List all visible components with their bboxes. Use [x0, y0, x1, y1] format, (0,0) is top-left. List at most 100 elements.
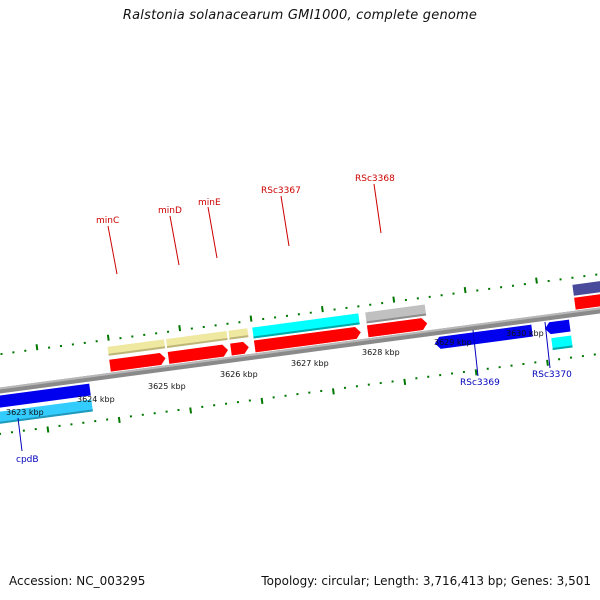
gene-minE-annotation-shade	[229, 335, 249, 340]
minor-tick	[428, 295, 431, 298]
minor-tick	[58, 424, 61, 428]
minor-tick	[345, 306, 348, 310]
gene-minC-annotation[interactable]	[107, 339, 166, 356]
minor-tick	[284, 394, 287, 397]
gene-RSc3367-annotation[interactable]	[252, 313, 360, 339]
map-title: Ralstonia solanacearum GMI1000, complete…	[122, 8, 478, 23]
minor-tick	[569, 356, 573, 359]
major-tick	[189, 407, 193, 414]
minor-tick	[59, 344, 63, 348]
minor-tick	[427, 375, 430, 378]
gene-RSc3371-cds[interactable]	[574, 292, 600, 310]
minor-tick	[404, 298, 408, 302]
minor-tick	[510, 364, 513, 367]
minor-tick	[476, 289, 479, 292]
minor-tick	[70, 423, 73, 426]
gene-label-minE[interactable]: minE	[198, 198, 221, 208]
minor-tick	[236, 400, 240, 404]
minor-tick	[308, 391, 311, 394]
minor-tick	[83, 341, 86, 344]
major-tick	[463, 286, 467, 294]
minor-tick	[141, 413, 144, 416]
minor-tick	[82, 421, 85, 424]
minor-tick	[272, 396, 275, 399]
minor-tick	[143, 333, 146, 337]
gene-label-RSc3367[interactable]: RSc3367	[261, 186, 301, 196]
minor-tick	[499, 286, 503, 289]
major-tick	[106, 334, 110, 341]
major-tick	[249, 315, 253, 322]
gene-RSc3370-annotation-shade	[552, 345, 573, 351]
gene-RSc3368-annotation[interactable]	[365, 304, 427, 324]
minor-tick	[213, 404, 216, 407]
ruler-tick-label: 3626 kbp	[220, 370, 258, 379]
gene-RSc3368-annotation-shade	[366, 313, 427, 324]
gene-RSc3369-cds[interactable]	[434, 324, 533, 350]
minor-tick	[450, 372, 454, 375]
minor-tick	[226, 322, 229, 325]
minor-tick	[381, 302, 384, 305]
leader-line-RSc3368	[373, 183, 382, 234]
minor-tick	[202, 325, 205, 329]
accession-text: Accession: NC_003295	[9, 574, 146, 588]
minor-tick	[95, 340, 98, 343]
reverse-gene-labels: RSc3369 RSc3370 cpdB	[16, 321, 572, 465]
major-tick	[546, 359, 549, 366]
gene-label-minD[interactable]: minD	[158, 206, 182, 216]
major-tick	[392, 296, 396, 303]
gene-RSc3367-cds[interactable]	[253, 326, 362, 353]
minor-tick	[523, 282, 526, 286]
minor-tick	[486, 367, 489, 370]
major-tick	[46, 426, 50, 433]
minor-tick	[129, 415, 133, 418]
minor-tick	[488, 287, 491, 291]
ruler-tick-label: 3630 kbp	[506, 329, 544, 338]
minor-tick	[452, 292, 455, 295]
minor-tick	[369, 303, 372, 306]
forward-gene-labels: minC minD minE RSc3367 RSc3368	[96, 174, 395, 275]
gene-minD-cds[interactable]	[167, 344, 229, 364]
minor-tick	[357, 305, 360, 308]
topology-text: Topology: circular; Length: 3,716,413 bp…	[261, 574, 591, 588]
gene-label-minC[interactable]: minC	[96, 216, 119, 226]
gene-minC-cds[interactable]	[109, 352, 166, 372]
gene-RSc3371-annotation[interactable]	[572, 279, 600, 296]
leader-line-minC	[107, 225, 118, 275]
genome-backbone-highlight	[0, 298, 600, 394]
gene-RSc3368-cds[interactable]	[366, 317, 428, 338]
minor-tick	[296, 393, 299, 396]
gene-cpdB-annotation[interactable]	[0, 399, 93, 428]
minor-tick	[166, 330, 170, 333]
minor-tick	[248, 399, 251, 402]
minor-tick	[0, 352, 3, 356]
gene-label-RSc3368[interactable]: RSc3368	[355, 174, 395, 184]
leader-line-RSc3367	[280, 195, 290, 247]
minor-tick	[131, 335, 134, 338]
minor-tick	[593, 353, 596, 356]
gene-label-RSc3370[interactable]: RSc3370	[532, 370, 572, 380]
minor-tick	[511, 284, 515, 287]
minor-tick	[224, 402, 228, 405]
gene-RSc3370-cds[interactable]	[544, 319, 571, 335]
gene-minE-cds[interactable]	[230, 341, 249, 356]
minor-tick	[571, 276, 574, 279]
gene-minD-annotation[interactable]	[165, 330, 228, 348]
minor-tick	[190, 327, 193, 330]
major-tick	[117, 416, 121, 424]
minor-tick	[333, 308, 336, 311]
gene-cpdB-annotation-shade	[0, 409, 93, 428]
minor-tick	[105, 418, 109, 421]
minor-tick	[94, 420, 97, 423]
gene-label-cpdB[interactable]: cpdB	[16, 455, 39, 465]
ruler-tick-label: 3623 kbp	[6, 408, 44, 417]
minor-tick	[559, 278, 562, 281]
reverse-tick-track	[0, 353, 596, 435]
forward-tick-track	[0, 273, 598, 356]
leader-line-RSc3369	[472, 329, 479, 377]
minor-tick	[440, 294, 443, 297]
gene-cpdB-cds[interactable]	[0, 383, 91, 412]
minor-tick	[309, 311, 312, 314]
gene-label-RSc3369[interactable]: RSc3369	[460, 378, 500, 388]
minor-tick	[285, 314, 289, 317]
ruler-tick-label: 3629 kbp	[434, 338, 472, 347]
